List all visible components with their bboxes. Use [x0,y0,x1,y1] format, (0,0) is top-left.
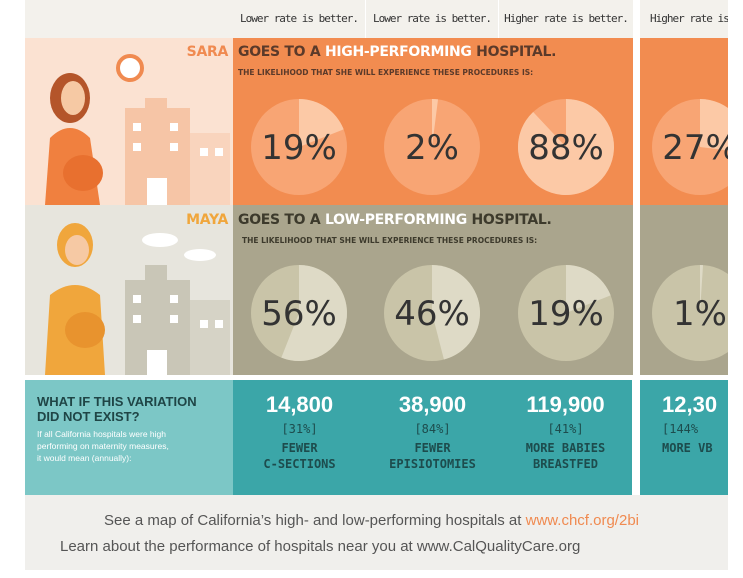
pie-label: 2% [405,128,459,168]
pie-label: 19% [261,128,337,168]
pie-label: 56% [261,294,337,334]
footer-link[interactable]: www.chcf.org/2bi [526,512,639,529]
footer-line: See a map of California’s high- and low-… [0,512,743,532]
title-line: WHAT IF THIS VARIATION [37,394,233,409]
impact-description: If all California hospitals were high pe… [37,428,233,464]
impact-percent: [144% [662,422,728,436]
impact-count: 12,30 [662,392,728,418]
footer [25,495,728,570]
impact-label: C-SECTIONS [233,456,366,472]
impact-label: MORE VB [662,440,728,456]
footer-line: Learn about the performance of hospitals… [60,538,743,558]
description-line: it would mean (annually): [37,452,233,464]
impact-count: 119,900 [499,392,632,418]
pie-label: 19% [528,294,604,334]
title-line: DID NOT EXIST? [37,409,233,424]
impact-label: BREASTFED [499,456,632,472]
description-line: performing on maternity measures, [37,440,233,452]
description-line: If all California hospitals were high [37,428,233,440]
pie-label: 1% [673,294,727,334]
impact-label: EPISIOTOMIES [366,456,499,472]
impact-count: 38,900 [366,392,499,418]
infographic: Lower rate is better. Lower rate is bett… [0,0,743,578]
impact-item: 12,30 [144% MORE VB [640,380,728,495]
pie-label: 27% [662,128,728,168]
impact-percent: [31%] [233,422,366,436]
impact-label: FEWER [233,440,366,456]
impact-count: 14,800 [233,392,366,418]
pie-label: 46% [394,294,470,334]
pie-label: 88% [528,128,604,168]
impact-title: WHAT IF THIS VARIATION DID NOT EXIST? [37,394,233,424]
impact-label: MORE BABIES [499,440,632,456]
impact-label: FEWER [366,440,499,456]
main-panel: Lower rate is better. Lower rate is bett… [0,0,728,578]
impact-percent: [84%] [366,422,499,436]
footer-text: See a map of California’s high- and low-… [104,512,526,529]
impact-intro: WHAT IF THIS VARIATION DID NOT EXIST? If… [25,380,233,495]
impact-percent: [41%] [499,422,632,436]
